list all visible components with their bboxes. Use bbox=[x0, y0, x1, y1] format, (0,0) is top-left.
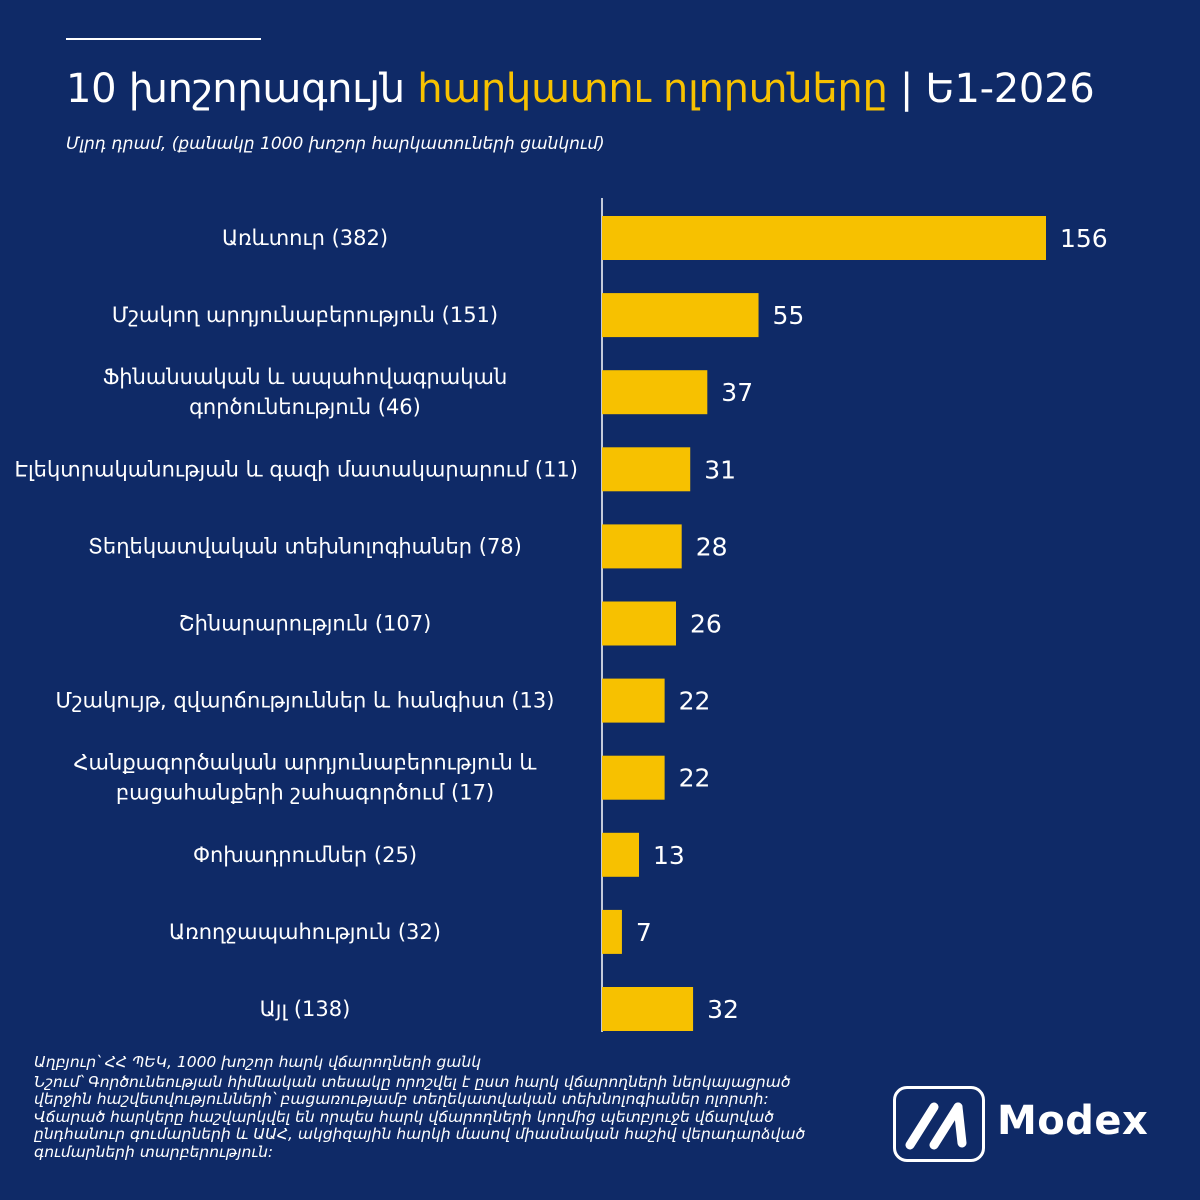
category-label: Տեղեկատվական տեխնոլոգիաներ (78) bbox=[88, 534, 522, 558]
note-line: վերջին հաշվետվությունների՝ բացառությամբ … bbox=[34, 1090, 769, 1109]
bar-value-label: 7 bbox=[636, 918, 652, 947]
bar bbox=[602, 678, 665, 723]
bar-value-label: 22 bbox=[679, 687, 711, 716]
modex-logo-icon bbox=[893, 1086, 985, 1162]
category-label: Առողջապահություն (32) bbox=[169, 920, 441, 944]
note-line: ընդհանուր գումարների և ԱԱՀ, ակցիզային հա… bbox=[34, 1125, 806, 1144]
bar bbox=[602, 216, 1046, 260]
category-label: Առևտուր (382) bbox=[222, 226, 388, 250]
category-label: Այլ (138) bbox=[260, 997, 351, 1021]
bar-value-label: 22 bbox=[679, 764, 711, 793]
bar bbox=[602, 601, 676, 646]
category-label-line: Ֆինանսական և ապահովագրական bbox=[103, 365, 508, 389]
bar-value-label: 31 bbox=[704, 455, 736, 484]
bar bbox=[602, 755, 665, 800]
bar-value-label: 37 bbox=[721, 378, 753, 407]
category-label-line: Տեղեկատվական տեխնոլոգիաներ (78) bbox=[88, 534, 522, 558]
bar bbox=[602, 524, 682, 569]
category-label-line: Էլեկտրականության և գազի մատակարարում (11… bbox=[15, 457, 578, 481]
note-line: գումարների տարբերություն: bbox=[34, 1142, 274, 1161]
title-accent: հարկատու ոլորտները bbox=[417, 66, 888, 112]
category-label: Մշակող արդյունաբերություն (151) bbox=[112, 303, 498, 327]
chart-title: 10 խոշորագույն հարկատու ոլորտները | Ե1-2… bbox=[66, 66, 1095, 112]
bar bbox=[602, 832, 639, 877]
category-label: Հանքագործական արդյունաբերություն և բացահա… bbox=[74, 751, 538, 805]
category-label: Էլեկտրականության և գազի մատակարարում (11… bbox=[15, 457, 578, 481]
category-label-line: Մշակույթ, զվարճություններ և հանգիստ (13) bbox=[56, 689, 555, 713]
bar-value-label: 13 bbox=[653, 841, 685, 870]
source-note: Աղբյուր՝ ՀՀ ՊԵԿ, 1000 խոշոր հարկ վճարողն… bbox=[34, 1053, 482, 1071]
methodology-note: Նշում՝ Գործունեության հիմնական տեսակը որ… bbox=[34, 1072, 864, 1162]
bar bbox=[602, 293, 759, 338]
category-label-line: Շինարարություն (107) bbox=[179, 612, 432, 636]
category-label-line: բացահանքերի շահագործում (17) bbox=[116, 781, 494, 805]
category-label-line: Այլ (138) bbox=[260, 997, 351, 1021]
category-label-line: Առողջապահություն (32) bbox=[169, 920, 441, 944]
chart-subtitle: Մլրդ դրամ, (քանակը 1000 խոշոր հարկատունե… bbox=[66, 134, 605, 154]
note-line: Վճարած հարկերը հաշվարկվել են որպես հարկ … bbox=[34, 1107, 774, 1126]
top-rule bbox=[66, 38, 261, 40]
bar-chart: 156 Առևտուր (382) 55 Մշակող արդյունաբերությ… bbox=[15, 198, 1108, 1032]
category-label: Ֆինանսական և ապահովագրական գործունեությու… bbox=[103, 365, 508, 419]
logo-text: Modex bbox=[997, 1098, 1149, 1144]
bar bbox=[602, 909, 622, 954]
category-label-line: գործունեություն (46) bbox=[189, 395, 421, 419]
bars-group: 156 Առևտուր (382) 55 Մշակող արդյունաբերությ… bbox=[15, 216, 1108, 1031]
bar-value-label: 55 bbox=[773, 301, 805, 330]
footnote: Աղբյուր՝ ՀՀ ՊԵԿ, 1000 խոշոր հարկ վճարողն… bbox=[34, 1053, 864, 1162]
bar bbox=[602, 447, 691, 492]
title-part-1: 10 խոշորագույն bbox=[66, 66, 418, 112]
category-label-line: Առևտուր (382) bbox=[222, 226, 388, 250]
category-label-line: Փոխադրումներ (25) bbox=[193, 843, 417, 867]
bar-value-label: 156 bbox=[1060, 224, 1108, 253]
category-label-line: Հանքագործական արդյունաբերություն և bbox=[74, 751, 538, 775]
bar-value-label: 26 bbox=[690, 610, 722, 639]
bar bbox=[602, 987, 694, 1031]
category-label: Շինարարություն (107) bbox=[179, 612, 432, 636]
note-line: Նշում՝ Գործունեության հիմնական տեսակը որ… bbox=[34, 1072, 791, 1091]
title-part-2: | Ե1-2026 bbox=[887, 66, 1095, 112]
category-label: Փոխադրումներ (25) bbox=[193, 843, 417, 867]
category-label: Մշակույթ, զվարճություններ և հանգիստ (13) bbox=[56, 689, 555, 713]
bar-value-label: 28 bbox=[696, 532, 728, 561]
bar-value-label: 32 bbox=[707, 995, 739, 1024]
modex-logo: Modex bbox=[893, 1086, 1153, 1164]
bar bbox=[602, 370, 708, 415]
category-label-line: Մշակող արդյունաբերություն (151) bbox=[112, 303, 498, 327]
